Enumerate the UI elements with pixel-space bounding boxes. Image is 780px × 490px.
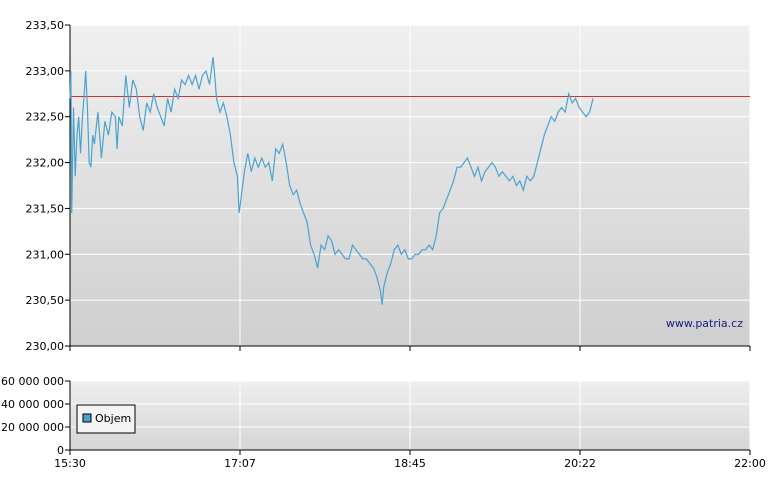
price-y-tick-label: 233,50 (26, 19, 65, 32)
price-y-tick-label: 230,50 (26, 294, 65, 307)
watermark-text: www.patria.cz (666, 317, 743, 330)
x-tick-label: 22:00 (734, 457, 766, 470)
price-y-ticks: 233,50 233,00 232,50 232,00 231,50 231,00 230,… (26, 19, 70, 353)
price-y-tick-label: 233,00 (26, 65, 65, 78)
volume-y-ticks: 60 000 000 40 000 000 20 000 000 0 (1, 375, 70, 457)
price-y-tick-label: 231,50 (26, 202, 65, 215)
legend-label: Objem (95, 412, 131, 425)
volume-y-tick-label: 40 000 000 (1, 398, 64, 411)
price-y-tick-label: 231,00 (26, 248, 65, 261)
volume-y-tick-label: 20 000 000 (1, 421, 64, 434)
price-grid (70, 24, 751, 346)
volume-y-tick-label: 0 (57, 444, 64, 457)
x-tick-label: 20:22 (564, 457, 596, 470)
legend-swatch (82, 413, 92, 423)
volume-legend: Objem (76, 404, 136, 434)
x-tick-label: 17:07 (224, 457, 256, 470)
x-tick-label: 18:45 (394, 457, 426, 470)
price-y-tick-label: 232,00 (26, 157, 65, 170)
x-tick-label: 15:30 (54, 457, 86, 470)
volume-y-tick-label: 60 000 000 (1, 375, 64, 388)
price-y-tick-label: 232,50 (26, 111, 65, 124)
price-series-line (69, 57, 594, 305)
x-axis-ticks: 15:30 17:07 18:45 20:22 22:00 (54, 346, 766, 470)
price-y-tick-label: 230,00 (26, 340, 65, 353)
